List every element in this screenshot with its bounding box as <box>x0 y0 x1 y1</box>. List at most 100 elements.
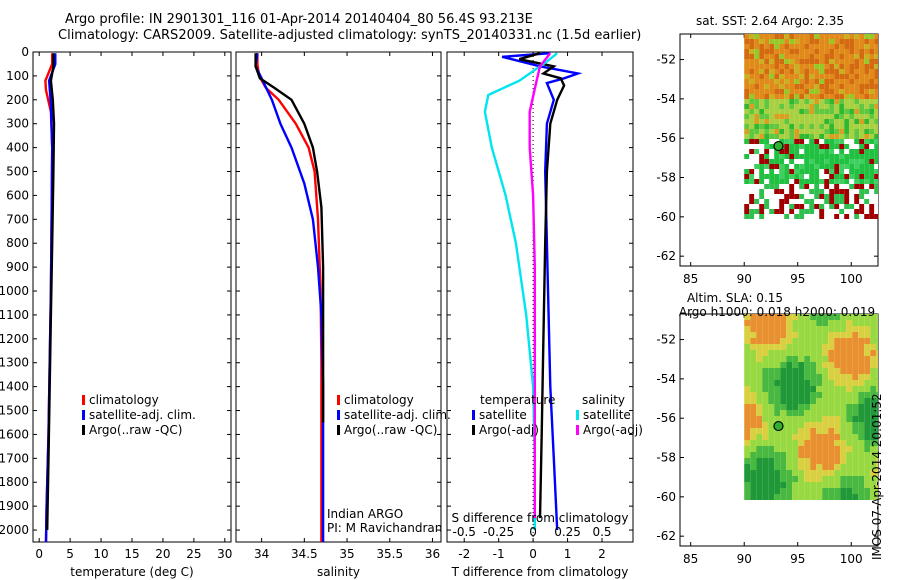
sla-map-cell <box>786 398 793 404</box>
sla-map-cell <box>858 380 865 386</box>
sst-map-cell <box>744 154 750 159</box>
sst-map-cell <box>814 44 820 49</box>
sla-map-cell <box>810 464 817 470</box>
sst-map-cell <box>804 109 810 114</box>
sla-map-cell <box>780 332 787 338</box>
sst-map-cell <box>754 94 760 99</box>
sst-map-cell <box>829 44 835 49</box>
sla-map-cell <box>774 362 781 368</box>
sst-map-cell <box>874 184 878 189</box>
sst-map-cell <box>814 159 820 164</box>
sst-map-cell <box>864 89 870 94</box>
sst-map-cell <box>809 109 815 114</box>
sla-map-cell <box>864 470 871 476</box>
sst-map-cell <box>834 104 840 109</box>
sst-map-cell <box>844 49 850 54</box>
sla-map-cell <box>870 410 877 416</box>
sst-map-cell <box>824 74 830 79</box>
sst-map-cell <box>869 84 875 89</box>
sst-map-cell <box>874 169 878 174</box>
sst-map-cell <box>769 139 775 144</box>
sla-map-cell <box>804 440 811 446</box>
sst-map-cell <box>784 54 790 59</box>
sla-map-cell <box>822 332 829 338</box>
sst-map-cell <box>744 189 750 194</box>
temperature-x-tick-label: 10 <box>93 547 108 561</box>
temperature-x-tick-label: 15 <box>124 547 139 561</box>
sst-map-cell <box>874 44 878 49</box>
difference-x-tick-label: 2 <box>598 547 606 561</box>
sla-map-cell <box>840 350 847 356</box>
sst-map-cell <box>849 44 855 49</box>
sla-map-cell <box>864 494 871 500</box>
sst-map-cell <box>784 204 790 209</box>
sst-map-cell <box>814 34 820 39</box>
sst-map-cell <box>764 134 770 139</box>
sst-map-cell <box>749 214 755 219</box>
sst-map-cell <box>794 74 800 79</box>
sla-map-cell <box>858 338 865 344</box>
sst-map-cell <box>764 189 770 194</box>
sla-map-cell <box>810 380 817 386</box>
sla-map-cell <box>870 350 877 356</box>
sla-map-cell <box>858 488 865 494</box>
sla-map-cell <box>846 350 853 356</box>
sst-map-cell <box>839 134 845 139</box>
sla-map-cell <box>858 374 865 380</box>
sst-map-field <box>744 34 878 219</box>
sla-map-cell <box>816 386 823 392</box>
sst-map-cell <box>864 69 870 74</box>
sla-map-cell <box>876 314 878 320</box>
sla-map-cell <box>810 440 817 446</box>
sst-map-cell <box>764 119 770 124</box>
sst-map-cell <box>839 189 845 194</box>
sst-map-cell <box>759 99 765 104</box>
sla-map-cell <box>858 320 865 326</box>
depth-tick-label: 800 <box>6 236 29 250</box>
difference-series-line <box>528 52 552 519</box>
sla-map-cell <box>846 332 853 338</box>
sla-map-cell <box>744 320 751 326</box>
sst-map-cell <box>859 129 865 134</box>
sst-map-cell <box>814 79 820 84</box>
sst-map-cell <box>789 194 795 199</box>
sla-map-cell <box>792 338 799 344</box>
sst-map-cell <box>814 64 820 69</box>
sst-map-cell <box>764 184 770 189</box>
sst-map-cell <box>844 69 850 74</box>
sst-map-cell <box>874 74 878 79</box>
sst-map-cell <box>789 124 795 129</box>
sla-map-cell <box>840 452 847 458</box>
sst-map-cell <box>839 34 845 39</box>
sst-map-cell <box>824 204 830 209</box>
sst-map-cell <box>784 189 790 194</box>
sst-map-cell <box>764 209 770 214</box>
sla-map-cell <box>864 362 871 368</box>
sla-map-cell <box>864 338 871 344</box>
sla-map-cell <box>852 356 859 362</box>
sst-map-cell <box>849 144 855 149</box>
sla-map-lon-tick-label: 95 <box>790 552 805 566</box>
sst-map-cell <box>859 114 865 119</box>
sla-map-cell <box>780 398 787 404</box>
sla-map-cell <box>780 362 787 368</box>
sla-map-cell <box>876 362 878 368</box>
sst-map-cell <box>849 149 855 154</box>
sla-map-cell <box>846 356 853 362</box>
sst-map-cell <box>769 179 775 184</box>
sla-map-cell <box>774 356 781 362</box>
sst-map-cell <box>829 49 835 54</box>
sla-map-cell <box>750 404 757 410</box>
sla-map-cell <box>822 350 829 356</box>
depth-tick-label: 1000 <box>0 284 29 298</box>
sla-map-cell <box>762 314 769 320</box>
sst-map-cell <box>799 139 805 144</box>
sla-map-cell <box>852 368 859 374</box>
sla-map-cell <box>750 416 757 422</box>
sla-map-cell <box>858 326 865 332</box>
sst-map-cell <box>744 54 750 59</box>
sst-map-cell <box>749 104 755 109</box>
sst-map-cell <box>744 104 750 109</box>
sst-map-cell <box>829 84 835 89</box>
sla-map-cell <box>864 386 871 392</box>
